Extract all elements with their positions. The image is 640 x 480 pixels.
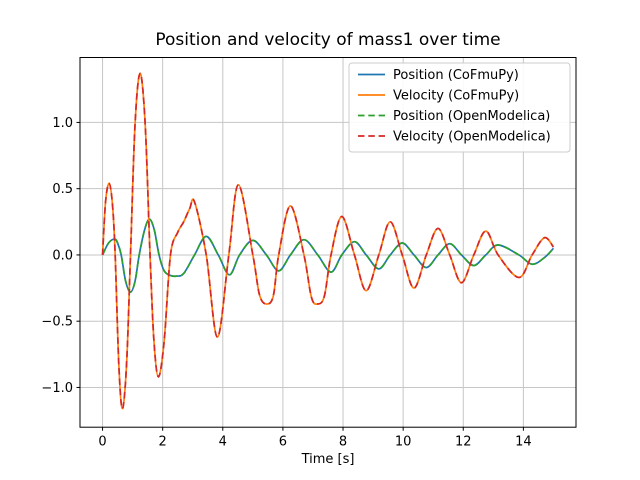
plot-layers: 0 2 4 6 8 10 12 14 −1.0 −0.5 0.0 0.5 1.0 Position (Co… [41,57,577,450]
y-tick-label: 0.0 [52,248,73,263]
y-tick-label: 0.5 [52,182,73,197]
x-axis-label: Time [s] [301,452,355,467]
x-tick-label: 2 [159,435,167,450]
y-tick-label: −0.5 [41,315,73,330]
axes-frame [79,57,577,428]
chart-title: Position and velocity of mass1 over time [155,30,500,50]
legend-label-0: Position (CoFmuPy) [393,68,519,83]
x-tick-label: 0 [98,435,106,450]
x-tick-label: 6 [279,435,287,450]
y-tick-label: 1.0 [52,116,73,131]
legend-label-3: Velocity (OpenModelica) [393,130,551,145]
x-tick-label: 14 [515,435,532,450]
y-tick-label: −1.0 [41,381,73,396]
legend-frame [348,62,571,153]
x-tick-label: 10 [395,435,412,450]
legend-label-2: Position (OpenModelica) [393,109,550,124]
legend-label-1: Velocity (CoFmuPy) [393,89,519,104]
series-velocity-cofmupy [101,72,555,410]
series-position-openmodelica [101,218,555,293]
x-tick-label: 8 [339,435,347,450]
x-tick-label: 4 [219,435,227,450]
x-tick-label: 12 [455,435,472,450]
